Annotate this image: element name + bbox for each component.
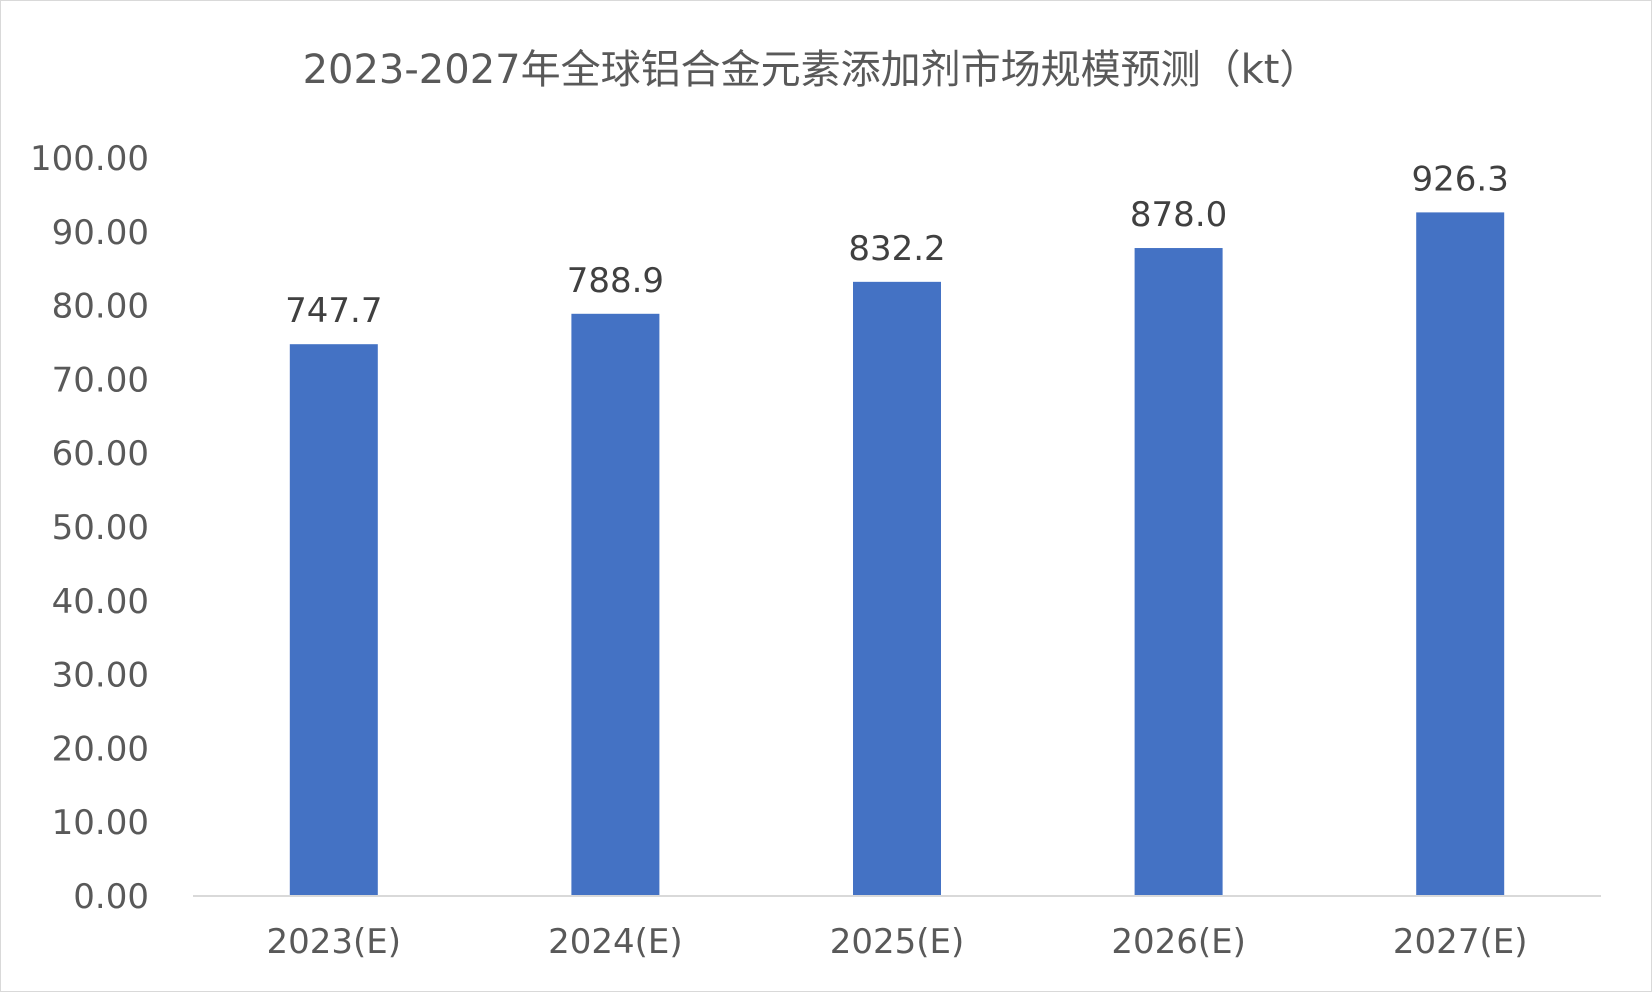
data-label: 747.7 xyxy=(285,291,382,331)
y-tick-label: 30.00 xyxy=(52,656,149,696)
x-axis-ticks: 2023(E) 2024(E) 2025(E) 2026(E) 2027(E) xyxy=(267,922,1528,962)
x-tick-label: 2025(E) xyxy=(830,922,965,962)
data-label: 788.9 xyxy=(567,261,664,301)
bar xyxy=(289,344,378,896)
y-tick-label: 50.00 xyxy=(52,508,149,548)
data-label: 878.0 xyxy=(1130,195,1227,235)
y-tick-label: 100.00 xyxy=(30,139,149,179)
chart-title: 2023-2027年全球铝合金元素添加剂市场规模预测（kt） xyxy=(303,47,1320,93)
x-tick-label: 2026(E) xyxy=(1111,922,1246,962)
y-axis-ticks: 0.00 10.00 20.00 30.00 40.00 50.00 60.00 70.00 8… xyxy=(30,139,149,917)
bar xyxy=(571,313,660,896)
y-tick-label: 90.00 xyxy=(52,213,149,253)
y-tick-label: 20.00 xyxy=(52,729,149,769)
data-labels: 747.7 788.9 832.2 878.0 926.3 xyxy=(285,159,1509,331)
x-tick-label: 2024(E) xyxy=(548,922,683,962)
x-tick-label: 2023(E) xyxy=(267,922,402,962)
y-tick-label: 80.00 xyxy=(52,287,149,327)
data-label: 832.2 xyxy=(848,229,945,269)
bar xyxy=(1416,212,1505,896)
x-tick-label: 2027(E) xyxy=(1393,922,1528,962)
bar xyxy=(1134,248,1223,896)
y-tick-label: 10.00 xyxy=(52,803,149,843)
data-label: 926.3 xyxy=(1412,159,1509,199)
y-tick-label: 0.00 xyxy=(73,877,149,917)
y-tick-label: 40.00 xyxy=(52,582,149,622)
bar xyxy=(853,281,941,896)
y-tick-label: 60.00 xyxy=(52,434,149,474)
bars xyxy=(289,212,1505,896)
y-tick-label: 70.00 xyxy=(52,360,149,400)
